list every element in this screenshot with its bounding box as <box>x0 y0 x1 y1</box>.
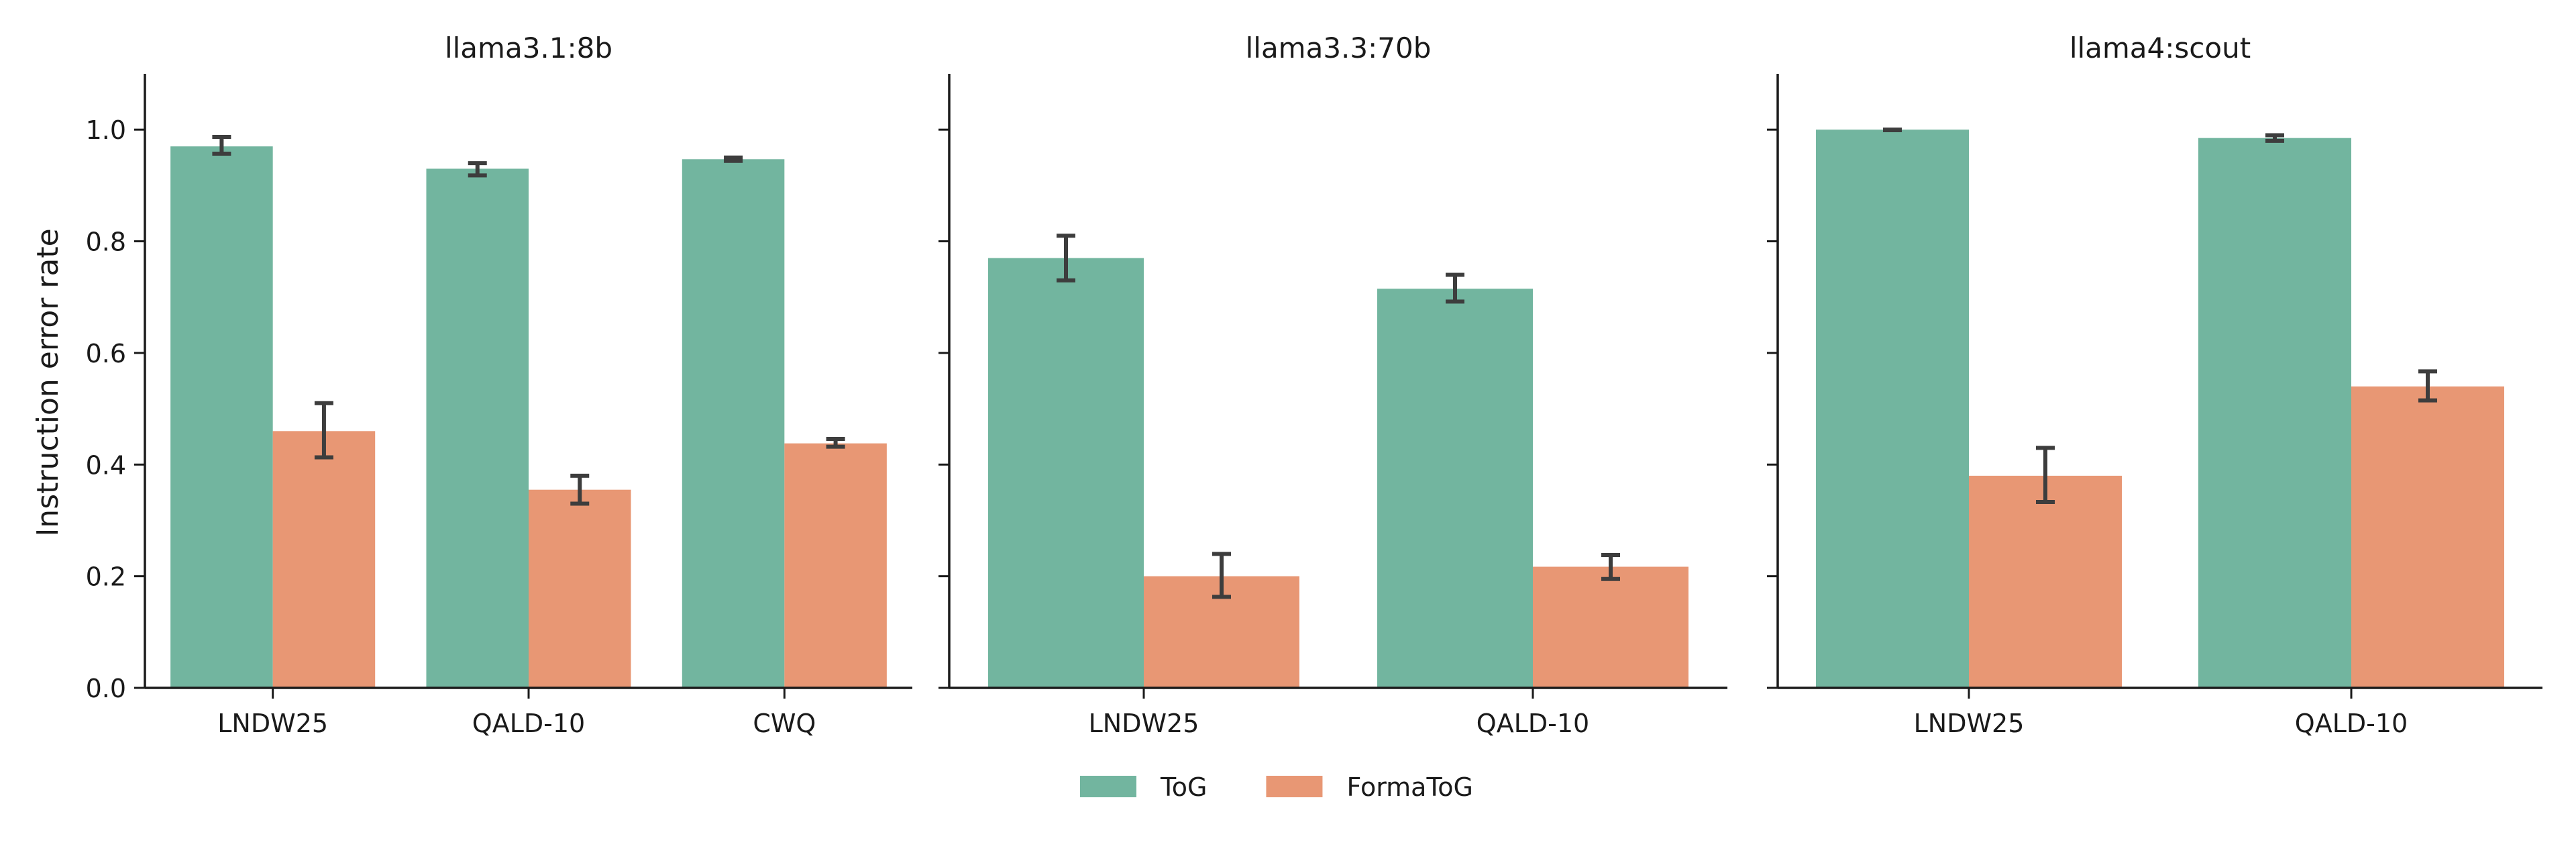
error-bar <box>570 473 590 506</box>
error-bar <box>314 401 333 460</box>
error-bar <box>1601 553 1620 581</box>
error-bar <box>1057 234 1075 283</box>
bar <box>1816 130 1969 688</box>
error-bar <box>2265 133 2284 143</box>
x-tick-label: CWQ <box>753 709 816 738</box>
error-bar <box>212 134 231 156</box>
bar <box>170 146 273 689</box>
x-tick-label: QALD-10 <box>472 709 585 738</box>
legend-item: ToG <box>1080 772 1207 802</box>
error-bar <box>2036 446 2055 505</box>
chart-panel: 0.0 0.2 0.4 0.6 0.8 1.0 LNDW25 QALD-10 CWQ llama3… <box>86 32 912 738</box>
legend: ToG FormaToG <box>1080 772 1473 802</box>
bar <box>784 443 887 688</box>
y-tick-label: 0.6 <box>86 339 126 368</box>
error-bar <box>468 161 487 178</box>
bar <box>529 489 631 688</box>
bar <box>1377 289 1533 688</box>
bar <box>682 159 785 688</box>
y-tick-label: 0.2 <box>86 562 126 592</box>
bar <box>426 168 529 689</box>
bar <box>2351 386 2504 688</box>
bar <box>272 431 376 688</box>
bar <box>1533 566 1688 688</box>
panel-title: llama3.3:70b <box>1246 32 1432 64</box>
error-bar <box>2418 369 2437 403</box>
y-tick-label: 1.0 <box>86 115 126 145</box>
x-tick-label: QALD-10 <box>1477 709 1589 738</box>
error-bar <box>826 437 845 449</box>
y-axis-label: Instruction error rate <box>31 228 65 536</box>
legend-label: FormaToG <box>1346 772 1472 802</box>
chart-panel: LNDW25 QALD-10 llama4:scout <box>1767 32 2542 738</box>
y-tick-label: 0.8 <box>86 228 126 257</box>
x-tick-label: LNDW25 <box>217 709 328 738</box>
error-bar <box>1446 272 1464 304</box>
legend-swatch <box>1080 776 1136 797</box>
x-tick-label: QALD-10 <box>2295 709 2408 738</box>
error-bar <box>724 155 743 163</box>
legend-swatch <box>1266 776 1323 797</box>
bar <box>1969 475 2122 688</box>
legend-label: ToG <box>1160 772 1207 802</box>
y-tick-label: 0.0 <box>86 674 126 703</box>
bar <box>988 258 1144 688</box>
bar <box>2198 138 2351 689</box>
x-tick-label: LNDW25 <box>1914 709 2025 738</box>
chart-panels: 0.0 0.2 0.4 0.6 0.8 1.0 LNDW25 QALD-10 CWQ llama3… <box>86 32 2542 738</box>
panel-title: llama3.1:8b <box>445 32 612 64</box>
x-tick-label: LNDW25 <box>1089 709 1199 738</box>
legend-item: FormaToG <box>1266 772 1473 802</box>
panel-title: llama4:scout <box>2070 32 2251 64</box>
error-bar <box>1212 552 1231 599</box>
chart-panel: LNDW25 QALD-10 llama3.3:70b <box>938 32 1727 738</box>
y-tick-label: 0.4 <box>86 450 126 480</box>
